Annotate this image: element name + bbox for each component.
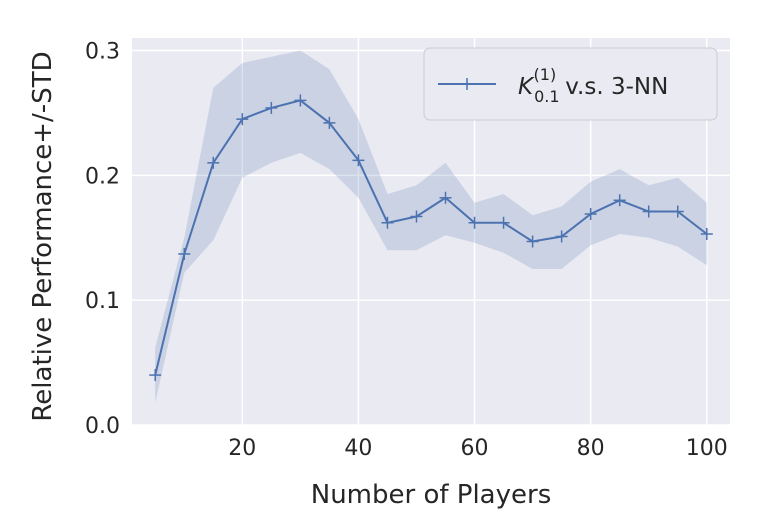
x-axis-label: Number of Players xyxy=(311,480,552,510)
legend-label: K0.1 (1) v.s. 3-NN xyxy=(518,65,668,106)
data-point xyxy=(642,205,655,218)
y-tick-label: 0.3 xyxy=(85,39,120,64)
data-point xyxy=(352,154,365,167)
series-line xyxy=(154,99,708,376)
data-point xyxy=(236,113,249,126)
data-point xyxy=(149,369,162,382)
y-tick-label: 0.1 xyxy=(85,289,120,314)
data-point xyxy=(207,156,220,169)
legend-symbol: K xyxy=(518,74,535,100)
legend-suffix: v.s. 3-NN xyxy=(565,74,668,100)
data-point xyxy=(700,227,713,240)
data-point xyxy=(468,216,481,229)
y-tick-label: 0.2 xyxy=(85,164,120,189)
data-point xyxy=(497,216,510,229)
data-point xyxy=(178,247,191,260)
data-point xyxy=(323,116,336,129)
data-point xyxy=(410,210,423,223)
series-markers xyxy=(149,94,713,382)
x-tick-label: 20 xyxy=(228,436,256,461)
data-point xyxy=(671,205,684,218)
data-point xyxy=(294,94,307,107)
legend-box xyxy=(423,47,718,121)
data-point xyxy=(555,230,568,243)
x-tick-label: 60 xyxy=(461,436,489,461)
data-point xyxy=(526,235,539,248)
data-point xyxy=(439,191,452,204)
x-tick-label: 100 xyxy=(686,436,728,461)
x-tick-label: 80 xyxy=(577,436,605,461)
std-band xyxy=(155,50,707,403)
y-tick-labels: 0.0 0.1 0.2 0.3 xyxy=(85,39,120,439)
data-point xyxy=(381,216,394,229)
data-point xyxy=(613,194,626,207)
y-axis-label: Relative Performance+/-STD xyxy=(28,51,58,421)
legend: K0.1 (1) v.s. 3-NN xyxy=(423,47,718,121)
data-point xyxy=(265,101,278,114)
legend-superscript: (1) xyxy=(534,65,557,84)
legend-subscript: 0.1 xyxy=(534,87,559,106)
x-tick-label: 40 xyxy=(344,436,372,461)
y-tick-label: 0.0 xyxy=(85,414,120,439)
data-point xyxy=(584,208,597,221)
x-tick-labels: 20 40 60 80 100 xyxy=(228,436,727,461)
legend-marker xyxy=(461,78,473,90)
